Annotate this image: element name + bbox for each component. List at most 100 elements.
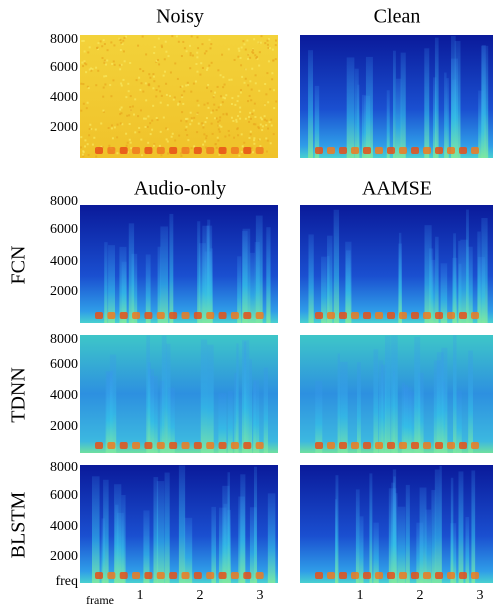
noise — [110, 124, 113, 127]
low-band — [471, 442, 479, 449]
noise — [240, 133, 243, 136]
stripe — [236, 343, 239, 453]
noise — [142, 117, 145, 120]
noise — [118, 37, 121, 40]
noise — [151, 128, 154, 131]
low-band — [95, 147, 103, 154]
low-band — [411, 572, 419, 579]
noise — [261, 125, 264, 128]
low-band — [218, 312, 227, 319]
noise — [227, 48, 230, 51]
y-tick-label: 6000 — [50, 488, 78, 503]
noise — [119, 108, 122, 111]
noise — [170, 135, 173, 138]
noise — [260, 35, 263, 38]
noise — [120, 82, 123, 85]
noise — [241, 75, 244, 78]
noise — [126, 141, 129, 144]
low-band — [132, 572, 141, 579]
noise — [240, 64, 243, 67]
noise — [85, 107, 88, 110]
stripe — [435, 236, 439, 323]
low-band — [193, 312, 202, 319]
noise — [270, 124, 273, 127]
noise — [246, 39, 249, 42]
noise — [82, 102, 85, 105]
noise — [266, 72, 269, 75]
y-tick-label: 4000 — [50, 388, 78, 403]
noise — [146, 125, 149, 128]
noise — [259, 116, 262, 119]
stripe — [460, 239, 468, 323]
noise — [244, 117, 247, 120]
noise — [249, 80, 252, 83]
noise — [129, 61, 132, 64]
low-band — [144, 442, 153, 449]
noise — [163, 58, 166, 61]
stripe — [228, 390, 233, 453]
low-band — [95, 442, 103, 449]
noise — [237, 134, 240, 137]
low-band — [411, 312, 419, 319]
noise — [244, 48, 247, 51]
noise — [215, 109, 218, 112]
noise — [218, 124, 221, 127]
noise — [160, 154, 163, 157]
stripe — [240, 474, 246, 583]
low-band — [339, 147, 347, 154]
noise — [167, 152, 170, 155]
low-band — [423, 442, 431, 449]
noise — [125, 35, 128, 38]
noise — [255, 55, 258, 58]
stripe — [254, 242, 260, 323]
noise — [196, 36, 199, 39]
low-band — [181, 442, 190, 449]
noise — [81, 61, 84, 64]
noise — [184, 128, 187, 131]
noise — [165, 50, 168, 53]
noise — [217, 106, 220, 109]
noise — [109, 84, 112, 87]
noise — [196, 70, 199, 73]
noise — [221, 101, 224, 104]
noise — [85, 71, 88, 74]
stripe — [249, 252, 255, 323]
stripe — [150, 376, 158, 453]
noise — [222, 76, 225, 79]
stripe — [408, 391, 416, 453]
noise — [153, 143, 156, 146]
noise — [180, 154, 183, 157]
stripe — [337, 353, 341, 453]
noise — [205, 50, 208, 53]
noise — [119, 122, 122, 125]
noise — [265, 137, 268, 140]
low-band — [447, 442, 455, 449]
noise — [89, 123, 92, 126]
stripe — [267, 493, 276, 583]
noise — [112, 79, 115, 82]
x-tick-label: 2 — [197, 588, 204, 603]
noise — [149, 133, 152, 136]
noise — [214, 143, 217, 146]
noise — [240, 46, 243, 49]
noise — [257, 127, 260, 130]
noise — [186, 134, 189, 137]
noise — [206, 67, 209, 70]
noise — [149, 122, 152, 125]
low-band — [255, 442, 264, 449]
noise — [236, 115, 239, 118]
stripe — [434, 37, 439, 158]
noise — [156, 118, 159, 121]
noise — [266, 43, 269, 46]
stripe — [397, 506, 406, 583]
noise — [241, 145, 244, 148]
noise — [203, 103, 206, 106]
noise — [153, 80, 156, 83]
noise — [197, 47, 200, 50]
noise — [217, 139, 220, 142]
y-tick-label: 8000 — [50, 32, 78, 47]
low-band — [411, 442, 419, 449]
spectrogram — [300, 205, 493, 323]
noise — [189, 44, 192, 47]
noise — [225, 94, 228, 97]
